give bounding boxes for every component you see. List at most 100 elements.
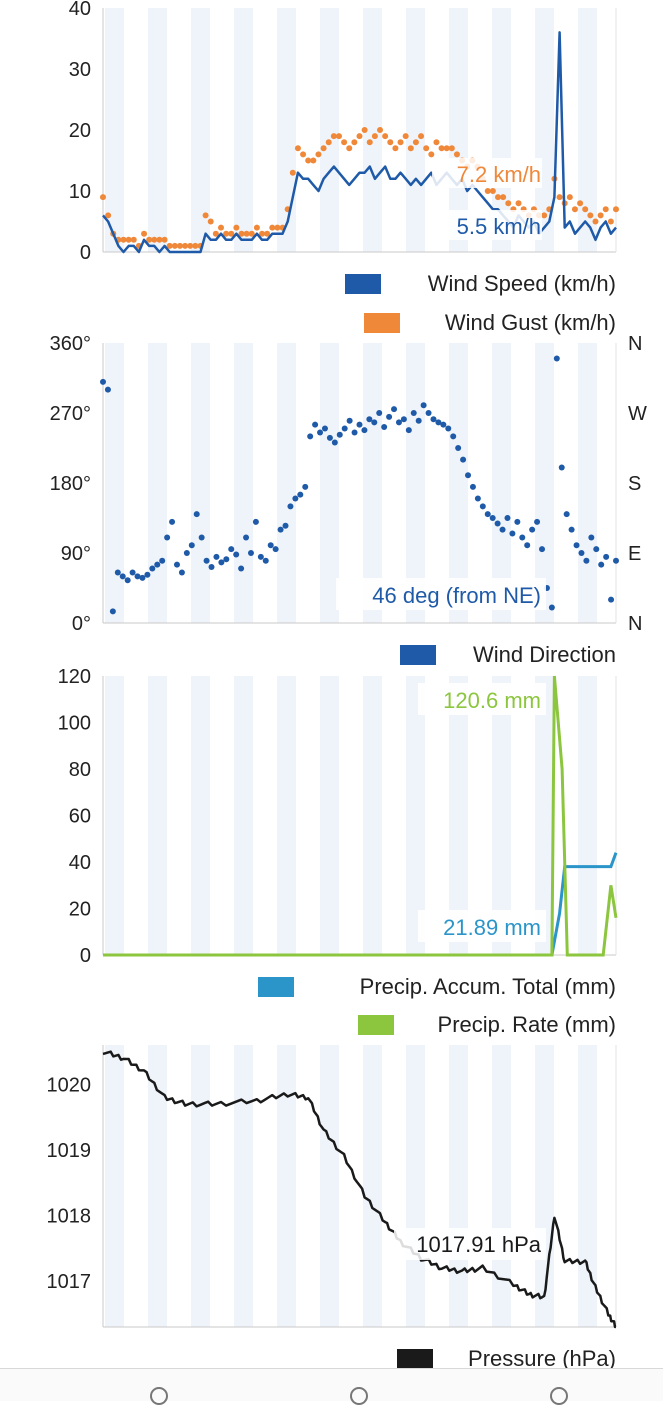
wind-direction-point [228, 546, 235, 553]
plot-stripe [363, 1045, 382, 1327]
compass-tick-label: S [628, 473, 641, 495]
wind-direction-point [287, 503, 294, 510]
wind-direction-point [100, 378, 106, 385]
wind-direction-point [415, 417, 422, 424]
wind-direction-point [119, 573, 126, 580]
precip-rate-legend[interactable]: Precip. Rate (mm) [358, 1012, 616, 1037]
nav-recents-icon[interactable] [550, 1387, 568, 1405]
wind-direction-point [529, 526, 536, 533]
wind-direction-point [573, 542, 580, 549]
wind-gust-point [377, 127, 384, 133]
compass-tick-label: W [628, 403, 647, 425]
pressure-current-label: 1017.91 hPa [416, 1232, 542, 1257]
wind-direction-point [509, 530, 516, 537]
wind-speed-legend-swatch [345, 274, 381, 294]
wind-direction-point [262, 557, 269, 564]
plot-stripe [320, 1045, 339, 1327]
wind-direction-point [588, 534, 595, 541]
wind-direction-point [193, 511, 200, 518]
wind-direction-point [440, 421, 447, 428]
wind-direction-point [410, 410, 417, 416]
wind-direction-point [598, 561, 605, 568]
wind-gust-point [448, 145, 455, 152]
plot-stripe [492, 676, 511, 955]
wind-gust-point [171, 242, 178, 249]
wind-direction-point [391, 406, 398, 413]
plot-stripe [234, 343, 253, 623]
precip-accum-legend[interactable]: Precip. Accum. Total (mm) [258, 974, 616, 999]
y-tick-label: 40 [69, 852, 91, 874]
wind-direction-point [252, 518, 259, 525]
y-tick-label: 10 [69, 181, 91, 203]
wind-direction-point [386, 413, 393, 420]
y-tick-label: 1019 [47, 1140, 92, 1162]
wind-gust-point [223, 230, 230, 237]
precip-rate-legend-label: Precip. Rate (mm) [438, 1012, 616, 1037]
plot-stripe [578, 343, 597, 623]
y-tick-label: 120 [58, 666, 91, 688]
y-tick-label: 360° [50, 333, 91, 355]
wind-gust-point [166, 242, 173, 249]
compass-tick-label: E [628, 543, 641, 565]
wind-direction-point [104, 386, 111, 393]
gust-annotation-bg [432, 158, 542, 188]
wind-direction-point [405, 427, 412, 434]
wind-gust-point [387, 139, 394, 146]
wind-gust-point [341, 139, 348, 146]
wind-direction-point [257, 553, 264, 560]
plot-background-2 [103, 676, 616, 955]
accum-annotation-bg [418, 910, 546, 942]
wind-direction-point [578, 550, 585, 556]
wind-direction-point [346, 417, 353, 424]
wind-direction-point [524, 542, 531, 549]
wind-direction-legend[interactable]: Wind Direction [400, 642, 616, 667]
wind-gust-point [217, 224, 224, 231]
wind-gust-point [351, 139, 358, 146]
y-tick-label: 90° [61, 543, 91, 565]
wind-gust-point [418, 133, 425, 140]
pressure-legend-label: Pressure (hPa) [468, 1346, 616, 1371]
plot-stripe [406, 8, 425, 252]
y-tick-label: 30 [69, 59, 91, 81]
plot-stripe [105, 343, 124, 623]
wind-direction-point [124, 577, 131, 584]
wind-gust-point [243, 230, 250, 237]
wind-direction-point [400, 416, 407, 423]
plot-stripe [277, 676, 296, 955]
wind-direction-point [188, 542, 195, 549]
wind-direction-point [460, 456, 467, 463]
plot-stripe [406, 1045, 425, 1327]
plot-stripe [148, 1045, 167, 1327]
wind-gust-point [571, 206, 578, 213]
wind-direction-point [351, 429, 358, 436]
wind-gust-point [202, 212, 209, 219]
nav-home-icon[interactable] [350, 1387, 368, 1405]
wind-speed-legend[interactable]: Wind Speed (km/h) [345, 271, 616, 296]
wind-gust-point [305, 157, 312, 164]
plot-stripe [320, 8, 339, 252]
wind-gust-point [500, 194, 507, 201]
precip-accum-legend-swatch [258, 977, 294, 997]
rate-peak-label: 120.6 mm [443, 688, 541, 713]
plot-stripe [148, 343, 167, 623]
wind-direction-point [233, 551, 240, 558]
pressure-legend[interactable]: Pressure (hPa) [397, 1346, 616, 1371]
wind-direction-point [331, 439, 338, 446]
wind-gust-point [392, 145, 399, 152]
wind-gust-legend-label: Wind Gust (km/h) [445, 310, 616, 335]
wind-direction-point [593, 546, 600, 553]
wind-direction-point [484, 511, 491, 518]
wind-direction-point [499, 526, 506, 533]
wind-direction-point [139, 574, 146, 581]
wind-gust-point [264, 230, 271, 237]
wind-direction-point [317, 429, 324, 436]
y-tick-label: 20 [69, 120, 91, 142]
wind-direction-point [238, 565, 245, 572]
wind-gust-point [100, 194, 106, 201]
wind-gust-point [613, 206, 619, 213]
y-tick-label: 1017 [47, 1271, 92, 1293]
wind-gust-legend[interactable]: Wind Gust (km/h) [364, 310, 616, 335]
nav-back-icon[interactable] [150, 1387, 168, 1405]
wind-direction-point [247, 550, 254, 556]
wind-direction-point [465, 472, 472, 479]
